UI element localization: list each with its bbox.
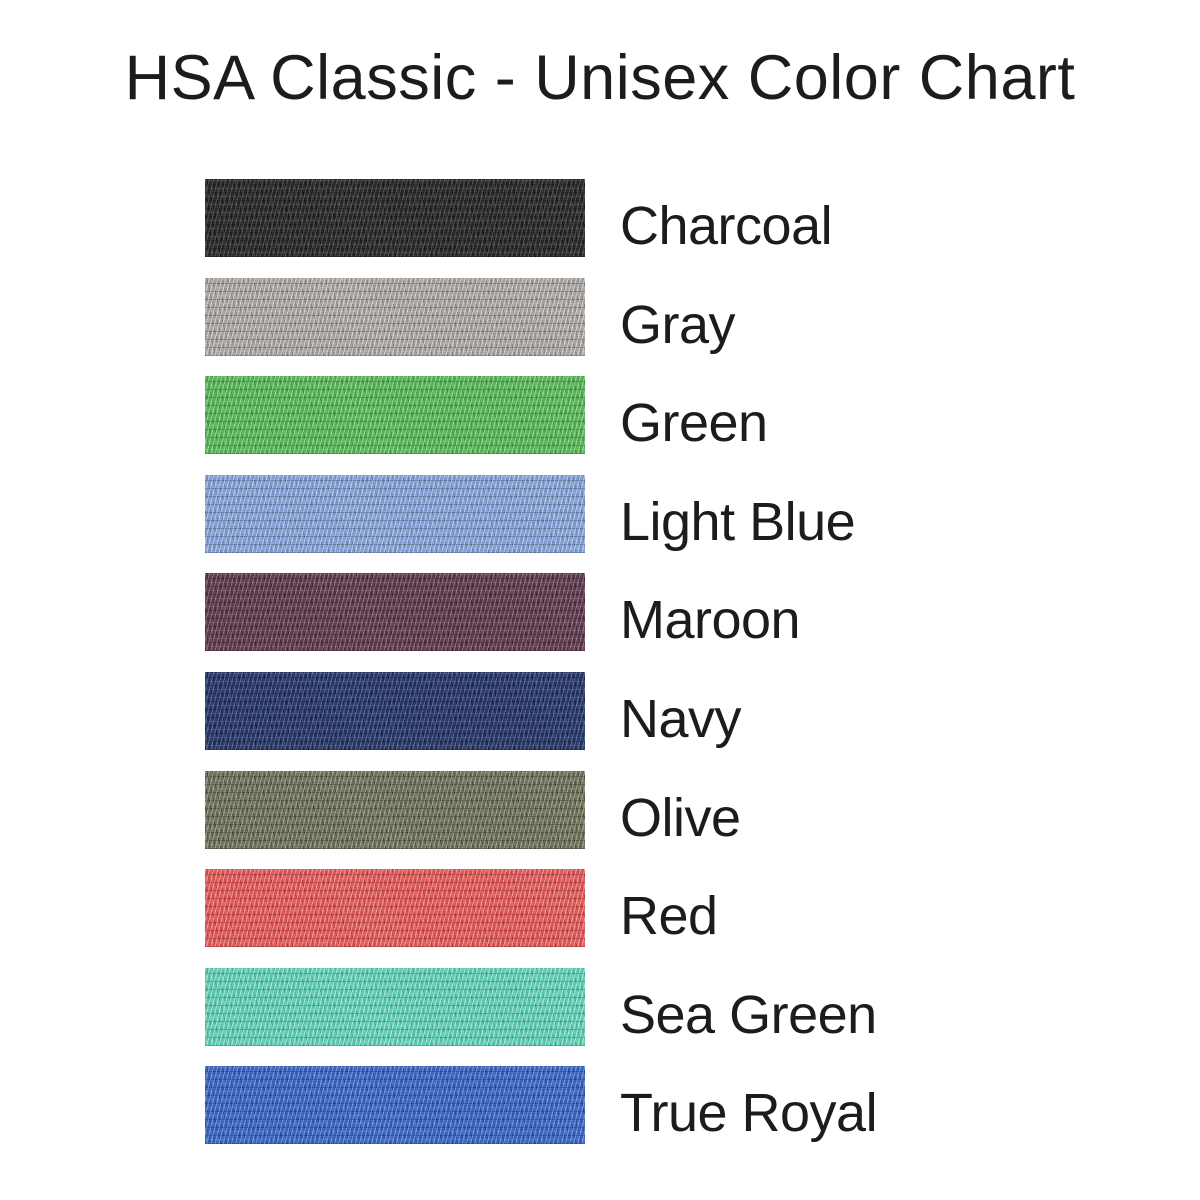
fabric-swatch-true-royal [205, 1066, 585, 1145]
fabric-swatch-light-blue [205, 474, 585, 553]
color-row: Red [205, 869, 1200, 948]
fabric-swatch-charcoal [205, 179, 585, 257]
color-row: Navy [205, 671, 1200, 750]
fabric-swatch-sea-green [205, 967, 585, 1046]
color-label: Maroon [620, 590, 801, 651]
color-row: Olive [205, 770, 1200, 849]
color-row: Light Blue [205, 474, 1200, 553]
fabric-swatch-gray [205, 277, 585, 356]
fabric-swatch-navy [205, 671, 585, 750]
color-label: Olive [620, 787, 741, 848]
color-row: Maroon [205, 573, 1200, 652]
color-row: Green [205, 376, 1200, 455]
color-label: Green [620, 393, 768, 454]
color-label: Charcoal [620, 196, 833, 256]
fabric-swatch-olive [205, 770, 585, 849]
color-row: True Royal [205, 1066, 1200, 1145]
color-row: Gray [205, 277, 1200, 356]
color-label: Light Blue [620, 491, 856, 552]
fabric-swatch-green [205, 376, 585, 455]
fabric-swatch-red [205, 869, 585, 948]
color-row: Charcoal [205, 179, 1200, 257]
color-label: True Royal [620, 1083, 878, 1144]
color-row: Sea Green [205, 967, 1200, 1046]
color-label: Gray [620, 294, 736, 355]
color-label: Navy [620, 688, 742, 749]
swatch-list: Charcoal Gray Green Light Blue Maroon Na… [205, 179, 1200, 1165]
page-title: HSA Classic - Unisex Color Chart [124, 43, 1076, 113]
fabric-swatch-maroon [205, 573, 585, 652]
color-label: Red [620, 886, 718, 947]
color-label: Sea Green [620, 984, 877, 1045]
